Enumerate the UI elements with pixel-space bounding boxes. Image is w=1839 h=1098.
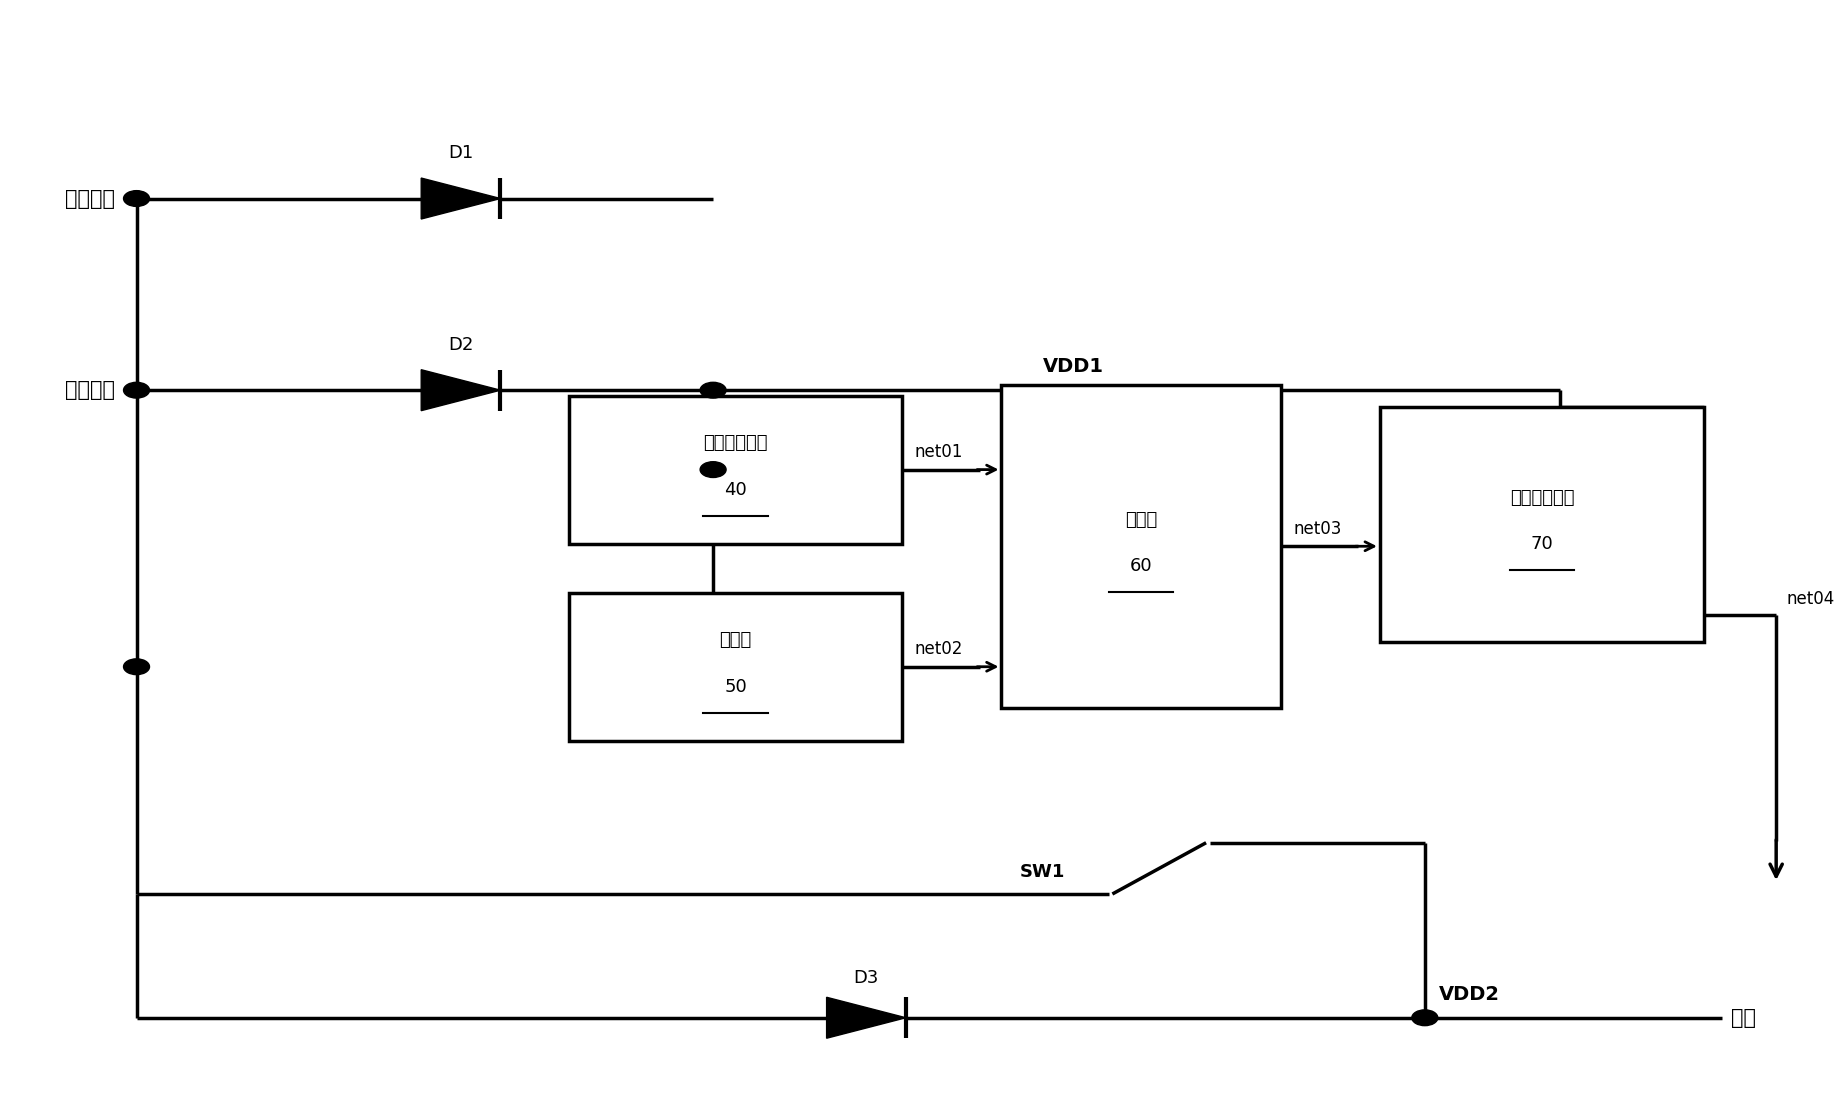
- Text: SW1: SW1: [1019, 863, 1065, 881]
- Text: VDD2: VDD2: [1438, 985, 1499, 1004]
- Circle shape: [1411, 1010, 1436, 1026]
- Text: net04: net04: [1786, 590, 1833, 608]
- Text: 电池电源: 电池电源: [64, 380, 114, 400]
- Text: 比较器: 比较器: [1124, 511, 1157, 529]
- Circle shape: [701, 382, 726, 399]
- Circle shape: [123, 191, 149, 206]
- Circle shape: [701, 462, 726, 478]
- Text: 电平转移模块: 电平转移模块: [1508, 489, 1574, 507]
- Bar: [1379, 406, 1703, 642]
- Bar: [568, 395, 901, 544]
- Text: VDD1: VDD1: [1043, 357, 1103, 376]
- Text: 负载: 负载: [1730, 1008, 1754, 1028]
- Text: net03: net03: [1293, 519, 1341, 538]
- Polygon shape: [421, 370, 500, 411]
- Text: 60: 60: [1129, 557, 1151, 575]
- Bar: [1000, 384, 1280, 708]
- Polygon shape: [826, 997, 905, 1039]
- Text: net01: net01: [914, 442, 964, 461]
- Polygon shape: [421, 178, 500, 219]
- Text: net02: net02: [914, 640, 964, 658]
- Text: D1: D1: [449, 144, 473, 163]
- Text: 分压器: 分压器: [719, 631, 752, 649]
- Text: 50: 50: [725, 677, 747, 696]
- Text: 40: 40: [725, 481, 747, 498]
- Bar: [568, 593, 901, 741]
- Text: 电压基准模块: 电压基准模块: [702, 434, 767, 452]
- Circle shape: [123, 659, 149, 674]
- Text: D2: D2: [449, 336, 473, 354]
- Text: 外部电源: 外部电源: [64, 189, 114, 209]
- Text: D3: D3: [853, 970, 879, 987]
- Text: 70: 70: [1530, 536, 1552, 553]
- Circle shape: [123, 382, 149, 399]
